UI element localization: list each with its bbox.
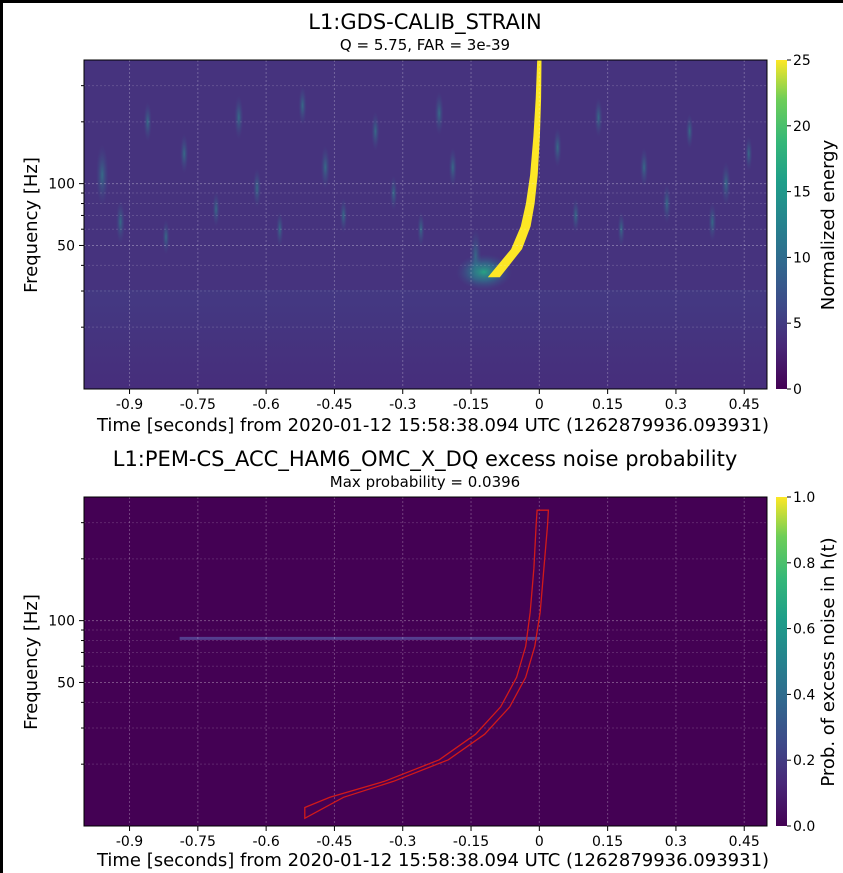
- panel1-grid: [84, 60, 767, 389]
- panel1-cbtick-label: 20: [793, 119, 811, 135]
- panel2-xtick-label: -0.3: [389, 834, 416, 850]
- panel1-noise-streak: [448, 147, 457, 188]
- panel1-noise-streak: [276, 211, 284, 247]
- panel2-cbtick-label: 0.4: [793, 687, 815, 703]
- panel1-xlabel: Time [seconds] from 2020-01-12 15:58:38.…: [96, 415, 769, 436]
- panel1-subtitle: Q = 5.75, FAR = 3e-39: [340, 36, 510, 54]
- panel1-frame: [83, 59, 768, 390]
- panel1-noise-streak: [339, 197, 348, 234]
- panel1-noise-streak: [745, 136, 753, 172]
- panel2-y-ticks: 50 100: [48, 522, 84, 765]
- panel1-noise-streak: [572, 197, 580, 234]
- panel1-cbtick-label: 10: [793, 250, 811, 266]
- panel2-cbtick-label: 1.0: [793, 490, 815, 506]
- panel1-title: L1:GDS-CALIB_STRAIN: [308, 10, 541, 35]
- panel1-cbtick-label: 0: [793, 382, 802, 398]
- panel2-ytick-label: 100: [48, 614, 75, 630]
- panel2-colorbar: [776, 497, 787, 826]
- panel1-noise-streaks: [95, 85, 753, 286]
- panel1-ylabel: Frequency [Hz]: [21, 157, 42, 293]
- panel1-xtick-label: -0.6: [252, 397, 279, 413]
- panel1-xtick-label: 0.45: [729, 397, 760, 413]
- panel1-xtick-label: -0.75: [180, 397, 216, 413]
- panel2-x-ticks: -0.9 -0.75 -0.6 -0.45 -0.3 -0.15 0 0.15 0.3 0.45: [116, 826, 760, 850]
- panel2-xtick-label: -0.75: [180, 834, 216, 850]
- panel2-colorbar-label: Prob. of excess noise in h(t): [818, 537, 839, 786]
- panel2-ytick-label: 50: [57, 675, 75, 691]
- panel1-noise-streak: [594, 97, 603, 138]
- panel1-noise-streak: [143, 102, 152, 142]
- panel1-cbtick-label: 5: [793, 316, 802, 332]
- window-left-border: [0, 0, 3, 873]
- panel1-noise-streak: [320, 145, 330, 190]
- panel1-noise-streak: [371, 111, 380, 152]
- panel2-colorbar-ticks: 0.0 0.2 0.4 0.6 0.8 1.0: [787, 490, 815, 835]
- panel2-xtick-label: 0: [535, 834, 544, 850]
- panel2-title: L1:PEM-CS_ACC_HAM6_OMC_X_DQ excess noise…: [113, 447, 738, 472]
- panel1-ytick-label: 50: [57, 238, 75, 254]
- panel1-colorbar-label: Normalized energy: [818, 139, 839, 310]
- panel1-cbtick-label: 15: [793, 185, 811, 201]
- panel2-xtick-label: -0.6: [252, 834, 279, 850]
- panel1-y-ticks: 50 100: [48, 85, 84, 328]
- panel2-frame: [83, 496, 768, 827]
- panel2-probability-map: [84, 497, 767, 826]
- panel1-noise-streak: [390, 175, 398, 211]
- panel2-xtick-label: 0.3: [665, 834, 687, 850]
- panel2-cbtick-label: 0.0: [793, 819, 815, 835]
- panel2-cbtick-label: 0.8: [793, 556, 815, 572]
- panel2-xtick-label: -0.45: [316, 834, 352, 850]
- panel-excess-noise: L1:PEM-CS_ACC_HAM6_OMC_X_DQ excess noise…: [21, 447, 839, 871]
- panel1-spectrogram: [84, 60, 767, 389]
- panel2-cbtick-label: 0.2: [793, 753, 815, 769]
- panel1-xtick-label: -0.15: [453, 397, 489, 413]
- window-top-border: [0, 0, 843, 3]
- panel1-noise-streak: [180, 133, 189, 174]
- panel1-cbtick-label: 25: [793, 53, 811, 69]
- panel1-noise-streak: [115, 200, 125, 245]
- panel2-xtick-label: -0.15: [453, 834, 489, 850]
- panel1-noise-streak: [553, 127, 562, 168]
- panel1-xtick-label: -0.3: [389, 397, 416, 413]
- panel1-noise-streak: [434, 91, 444, 136]
- panel1-xtick-label: 0: [535, 397, 544, 413]
- panel1-low-band: [84, 290, 767, 389]
- panel1-ytick-label: 100: [48, 177, 75, 193]
- panel2-xlabel: Time [seconds] from 2020-01-12 15:58:38.…: [96, 850, 769, 871]
- panel1-chirp-track: [487, 60, 542, 278]
- panel1-noise-streak: [252, 168, 262, 209]
- panel1-colorbar-ticks: 0 5 10 15 20 25: [787, 53, 811, 398]
- panel2-xtick-label: -0.9: [116, 834, 143, 850]
- panel1-xtick-label: -0.45: [316, 397, 352, 413]
- panel2-chirp-mask-outline: [304, 509, 550, 820]
- panel-strain: L1:GDS-CALIB_STRAIN Q = 5.75, FAR = 3e-3…: [21, 10, 839, 436]
- panel1-noise-streak: [708, 202, 717, 242]
- panel1-noise-streak: [212, 191, 220, 227]
- panel1-colorbar: [776, 60, 787, 389]
- panel1-noise-streak: [234, 95, 244, 140]
- panel1-chirp-onset-blob: [456, 254, 512, 290]
- panel1-xtick-label: 0.3: [665, 397, 687, 413]
- panel2-grid: [84, 497, 767, 826]
- panel1-xtick-label: -0.9: [116, 397, 143, 413]
- panel1-noise-streak: [162, 219, 170, 255]
- panel1-noise-streak: [417, 211, 425, 247]
- panel2-xtick-label: 0.15: [592, 834, 623, 850]
- panel1-noise-streak: [298, 85, 307, 126]
- panel2-background: [84, 497, 767, 826]
- panel1-noise-streak: [662, 183, 671, 224]
- panel2-xtick-label: 0.45: [729, 834, 760, 850]
- panel2-subtitle: Max probability = 0.0396: [330, 473, 520, 491]
- panel1-noise-streak: [95, 144, 109, 206]
- panel1-noise-streak: [640, 147, 649, 188]
- panel1-noise-streak: [617, 211, 625, 247]
- panel1-noise-streak: [721, 161, 731, 206]
- panel1-x-ticks: -0.9 -0.75 -0.6 -0.45 -0.3 -0.15 0 0.15 0.3 0.45: [116, 389, 760, 413]
- panel1-noise-streak: [685, 113, 694, 149]
- panel2-cbtick-label: 0.6: [793, 622, 815, 638]
- panel1-xtick-label: 0.15: [592, 397, 623, 413]
- panel2-ylabel: Frequency [Hz]: [21, 594, 42, 730]
